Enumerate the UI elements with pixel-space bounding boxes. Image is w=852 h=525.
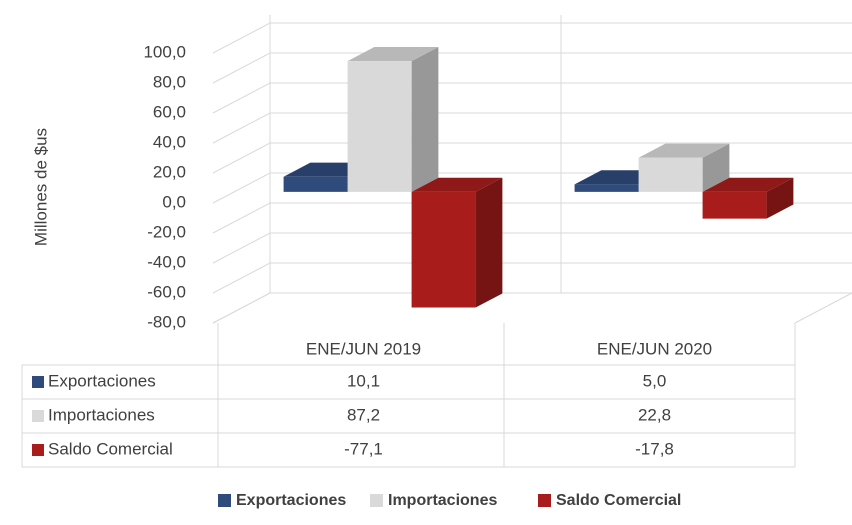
legend-key (32, 444, 44, 456)
table-cell: 5,0 (643, 371, 667, 390)
grid-line (212, 262, 852, 294)
y-tick-label: -40,0 (147, 252, 186, 271)
bar-side (766, 177, 794, 219)
x-tick-label: ENE/JUN 2020 (597, 339, 712, 358)
y-tick-label: -80,0 (147, 312, 186, 331)
grid-line (212, 52, 852, 84)
y-tick-label: -60,0 (147, 282, 186, 301)
legend-label: Exportaciones (236, 492, 346, 509)
y-axis-label: Millones de $us (31, 128, 50, 246)
table-cell: -77,1 (344, 439, 383, 458)
bar-front (411, 191, 476, 308)
legend-key (370, 494, 383, 507)
y-tick-label: 0,0 (162, 192, 186, 211)
legend-key (218, 494, 231, 507)
table-row-label: Saldo Comercial (48, 439, 173, 458)
bar-front (283, 176, 348, 192)
y-tick-label: 40,0 (153, 132, 186, 151)
floor-edge (794, 292, 852, 324)
bar-side (475, 177, 503, 308)
y-tick-label: 100,0 (143, 42, 186, 61)
y-tick-label: 60,0 (153, 102, 186, 121)
bar-top (347, 47, 439, 62)
bar-top (702, 177, 794, 192)
table-row-label: Exportaciones (48, 371, 156, 390)
legend-key (32, 410, 44, 422)
y-tick-label: -20,0 (147, 222, 186, 241)
grid-line (212, 292, 852, 324)
grid-line (212, 112, 852, 144)
bar-front (347, 61, 412, 192)
table-cell: 10,1 (347, 371, 380, 390)
y-tick-label: 80,0 (153, 72, 186, 91)
table-cell: 22,8 (638, 405, 671, 424)
table-row-label: Importaciones (48, 405, 155, 424)
grid-line (212, 142, 852, 174)
x-tick-label: ENE/JUN 2019 (306, 339, 421, 358)
bar-side (411, 47, 439, 192)
grid-line (212, 202, 852, 234)
grid-line (212, 232, 852, 264)
legend-label: Saldo Comercial (556, 492, 681, 509)
bar (347, 47, 439, 192)
legend-key (538, 494, 551, 507)
bar (702, 177, 794, 219)
bar-top (411, 177, 503, 192)
grid-line (212, 22, 852, 54)
table-cell: 87,2 (347, 405, 380, 424)
y-tick-label: 20,0 (153, 162, 186, 181)
bar (411, 177, 503, 308)
bar-top (638, 143, 730, 158)
table-cell: -17,8 (635, 439, 674, 458)
bar-front (702, 191, 767, 219)
bar (638, 143, 730, 192)
bar-front (638, 157, 703, 192)
legend-label: Importaciones (388, 492, 497, 509)
legend-key (32, 376, 44, 388)
bar-side (702, 143, 730, 192)
bar-front (574, 184, 639, 192)
grid-line (212, 82, 852, 114)
